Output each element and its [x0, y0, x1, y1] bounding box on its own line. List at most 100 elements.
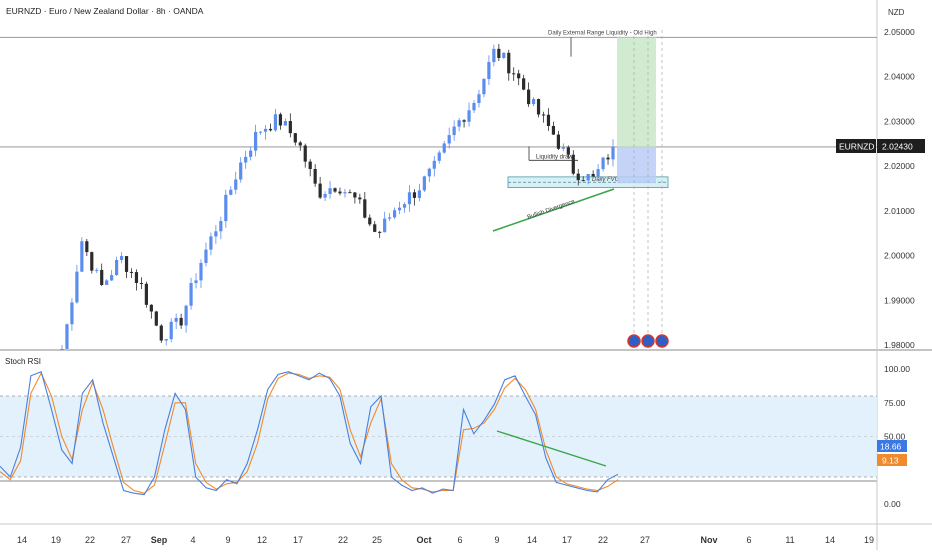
- candle-body: [422, 176, 426, 191]
- candle-body: [169, 321, 173, 340]
- candle-body: [447, 135, 451, 144]
- candle-body: [397, 207, 402, 211]
- candle-body: [129, 271, 134, 273]
- economic-event-icons[interactable]: [627, 334, 669, 348]
- candle-body: [363, 199, 367, 218]
- candles: [60, 43, 615, 350]
- candle-body: [328, 188, 332, 194]
- candle-body: [482, 79, 486, 95]
- price-tick-label: 2.00000: [884, 251, 915, 261]
- price-tick-label: 2.04000: [884, 72, 915, 82]
- time-tick-label: Oct: [416, 535, 431, 545]
- candle-body: [159, 325, 163, 341]
- time-tick-label: 14: [527, 535, 537, 545]
- candle-body: [184, 305, 188, 326]
- candle-body: [601, 157, 605, 170]
- candle-body: [154, 311, 158, 326]
- take-profit-zone[interactable]: [617, 37, 656, 147]
- candle-body: [507, 52, 511, 74]
- rsi-tick-label: 75.00: [884, 398, 906, 408]
- time-tick-label: 17: [562, 535, 572, 545]
- candle-body: [417, 190, 422, 198]
- d-value: 9.13: [882, 456, 899, 466]
- event-icon[interactable]: [627, 334, 641, 348]
- price-tick-label: 1.98000: [884, 340, 915, 350]
- candle-body: [348, 192, 352, 194]
- liquidity-label: Daily External Range Liquidity - Old Hig…: [548, 30, 657, 36]
- time-tick-label: 22: [338, 535, 348, 545]
- candle-body: [581, 180, 585, 182]
- candle-body: [606, 157, 610, 160]
- candle-body: [462, 120, 466, 122]
- candle-body: [586, 173, 590, 181]
- time-tick-label: 22: [598, 535, 608, 545]
- candle-body: [85, 241, 89, 253]
- candle-body: [308, 161, 312, 169]
- time-tick-label: 14: [825, 535, 835, 545]
- candle-body: [551, 125, 556, 135]
- time-tick-label: 4: [190, 535, 195, 545]
- candle-body: [432, 160, 436, 169]
- candle-body: [502, 52, 506, 58]
- candle-body: [323, 193, 327, 198]
- candle-body: [298, 142, 302, 146]
- stop-loss-zone[interactable]: [617, 146, 656, 184]
- candle-body: [105, 280, 109, 285]
- chart-title: EURNZD · Euro / New Zealand Dollar · 8h …: [6, 6, 204, 16]
- candle-body: [402, 204, 407, 208]
- candle-body: [368, 217, 372, 225]
- candle-body: [244, 156, 248, 163]
- time-tick-label: 14: [17, 535, 27, 545]
- candle-body: [378, 231, 382, 233]
- price-tick-label: 2.03000: [884, 116, 915, 126]
- fvg-label: Daily FVG: [592, 177, 620, 183]
- rsi-tick-label: 0.00: [884, 499, 901, 509]
- time-tick-label: 27: [121, 535, 131, 545]
- price-tick-label: 2.05000: [884, 27, 915, 37]
- candle-body: [199, 262, 203, 281]
- candle-body: [219, 221, 223, 232]
- candle-body: [119, 256, 124, 260]
- candle-body: [472, 102, 476, 111]
- candle-body: [179, 317, 183, 326]
- candle-body: [333, 188, 337, 192]
- candle-body: [303, 145, 307, 162]
- rsi-tick-label: 50.00: [884, 432, 906, 442]
- time-tick-label: 27: [640, 535, 650, 545]
- candle-body: [253, 131, 258, 151]
- price-tick-label: 1.99000: [884, 295, 915, 305]
- candle-body: [229, 189, 233, 195]
- d-value-badge: [877, 454, 907, 466]
- candle-body: [457, 120, 461, 127]
- rsi-tick-label: 100.00: [884, 364, 910, 374]
- time-tick-label: 22: [85, 535, 95, 545]
- event-icon[interactable]: [641, 334, 655, 348]
- time-axis[interactable]: 14 19 22 27 Sep 4 9 12 17 22 25 Oct 6 9 14 17 22 27 Nov 6 11…: [17, 535, 874, 545]
- candle-body: [536, 99, 541, 115]
- candle-body: [65, 324, 69, 349]
- candle-body: [546, 114, 551, 126]
- price-tick-label: 2.02000: [884, 161, 915, 171]
- candle-body: [263, 128, 268, 132]
- candle-body: [407, 192, 412, 205]
- candle-body: [596, 169, 600, 177]
- candle-body: [541, 114, 546, 116]
- rsi-divergence-line: [496, 430, 607, 467]
- stoch-d-line: [0, 371, 619, 494]
- time-tick-label: Sep: [151, 535, 168, 545]
- candle-body: [283, 121, 287, 126]
- event-icon[interactable]: [655, 334, 669, 348]
- candle-body: [75, 271, 79, 303]
- price-axis[interactable]: 2.05000 2.04000 2.03000 2.02000 2.01000 2.000…: [884, 27, 915, 350]
- candle-body: [70, 302, 74, 325]
- candle-body: [278, 114, 283, 126]
- time-tick-label: 25: [372, 535, 382, 545]
- candle-body: [388, 217, 392, 219]
- candle-body: [224, 194, 228, 222]
- candle-body: [293, 133, 297, 143]
- time-tick-label: 19: [864, 535, 874, 545]
- candle-body: [571, 154, 575, 174]
- candle-body: [234, 179, 238, 190]
- price-badge: [877, 139, 925, 153]
